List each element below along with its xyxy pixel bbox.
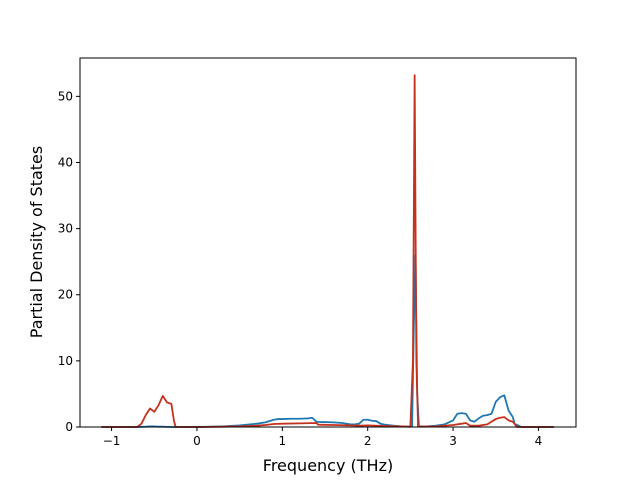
y-tick-label: 0 bbox=[65, 420, 73, 434]
y-axis-ticks: 0 10 20 30 40 50 bbox=[58, 89, 80, 434]
series-layer bbox=[101, 74, 554, 428]
x-tick-label: 1 bbox=[279, 434, 287, 448]
y-tick-label: 10 bbox=[58, 354, 73, 368]
y-tick-label: 30 bbox=[58, 222, 73, 236]
y-tick-label: 20 bbox=[58, 288, 73, 302]
x-tick-label: −1 bbox=[103, 434, 121, 448]
x-tick-label: 2 bbox=[364, 434, 372, 448]
series-line-2 bbox=[101, 74, 554, 428]
x-tick-label: 0 bbox=[193, 434, 201, 448]
y-axis-label: Partial Density of States bbox=[27, 146, 46, 338]
x-axis-ticks: −1 0 1 2 3 4 bbox=[103, 427, 543, 448]
y-tick-label: 40 bbox=[58, 155, 73, 169]
x-tick-label: 3 bbox=[449, 434, 457, 448]
axes-frame bbox=[79, 57, 577, 428]
x-axis-label: Frequency (THz) bbox=[263, 456, 393, 475]
y-tick-label: 50 bbox=[58, 89, 73, 103]
x-tick-label: 4 bbox=[535, 434, 543, 448]
